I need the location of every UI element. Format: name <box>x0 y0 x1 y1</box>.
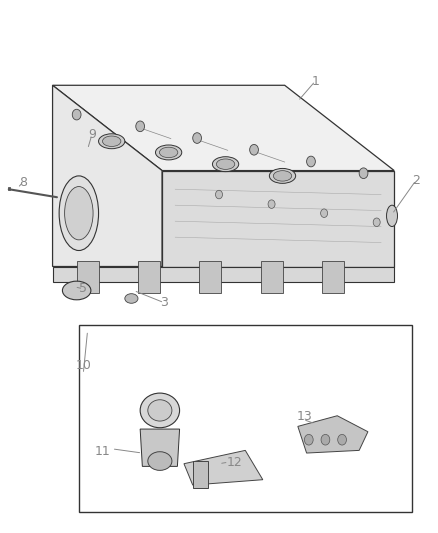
Circle shape <box>304 434 313 445</box>
Ellipse shape <box>59 176 99 251</box>
Circle shape <box>338 434 346 445</box>
Text: 11: 11 <box>95 445 111 458</box>
Ellipse shape <box>65 187 93 240</box>
Ellipse shape <box>148 400 172 421</box>
Circle shape <box>215 190 223 199</box>
Bar <box>199 261 221 293</box>
Ellipse shape <box>216 159 235 169</box>
Ellipse shape <box>62 281 91 300</box>
Text: 8: 8 <box>19 176 27 189</box>
Ellipse shape <box>269 168 296 183</box>
Text: 2: 2 <box>412 174 420 187</box>
Polygon shape <box>162 171 394 266</box>
Bar <box>193 461 208 488</box>
Polygon shape <box>53 85 162 266</box>
Bar <box>77 261 99 293</box>
Text: 13: 13 <box>297 410 312 423</box>
Ellipse shape <box>125 294 138 303</box>
Circle shape <box>321 209 328 217</box>
Circle shape <box>136 121 145 132</box>
Ellipse shape <box>386 205 398 227</box>
Ellipse shape <box>102 136 121 147</box>
Text: 12: 12 <box>226 456 242 469</box>
Circle shape <box>72 109 81 120</box>
Ellipse shape <box>155 145 182 160</box>
Circle shape <box>359 168 368 179</box>
Polygon shape <box>140 429 180 466</box>
Circle shape <box>307 156 315 167</box>
Text: 3: 3 <box>160 296 168 309</box>
Ellipse shape <box>273 171 292 181</box>
Ellipse shape <box>159 147 178 158</box>
Polygon shape <box>53 266 394 282</box>
Ellipse shape <box>99 134 125 149</box>
Ellipse shape <box>140 393 180 427</box>
Text: 1: 1 <box>311 75 319 87</box>
Circle shape <box>250 144 258 155</box>
Polygon shape <box>53 85 394 171</box>
Text: 5: 5 <box>79 282 87 295</box>
Circle shape <box>268 200 275 208</box>
Circle shape <box>193 133 201 143</box>
Bar <box>138 261 160 293</box>
Ellipse shape <box>212 157 239 172</box>
Bar <box>79 325 412 512</box>
Bar <box>261 261 283 293</box>
Text: 9: 9 <box>88 128 96 141</box>
Bar <box>322 261 344 293</box>
Text: 10: 10 <box>75 359 91 372</box>
Polygon shape <box>298 416 368 453</box>
Ellipse shape <box>148 452 172 471</box>
Circle shape <box>321 434 330 445</box>
Circle shape <box>373 218 380 227</box>
Polygon shape <box>184 450 263 485</box>
